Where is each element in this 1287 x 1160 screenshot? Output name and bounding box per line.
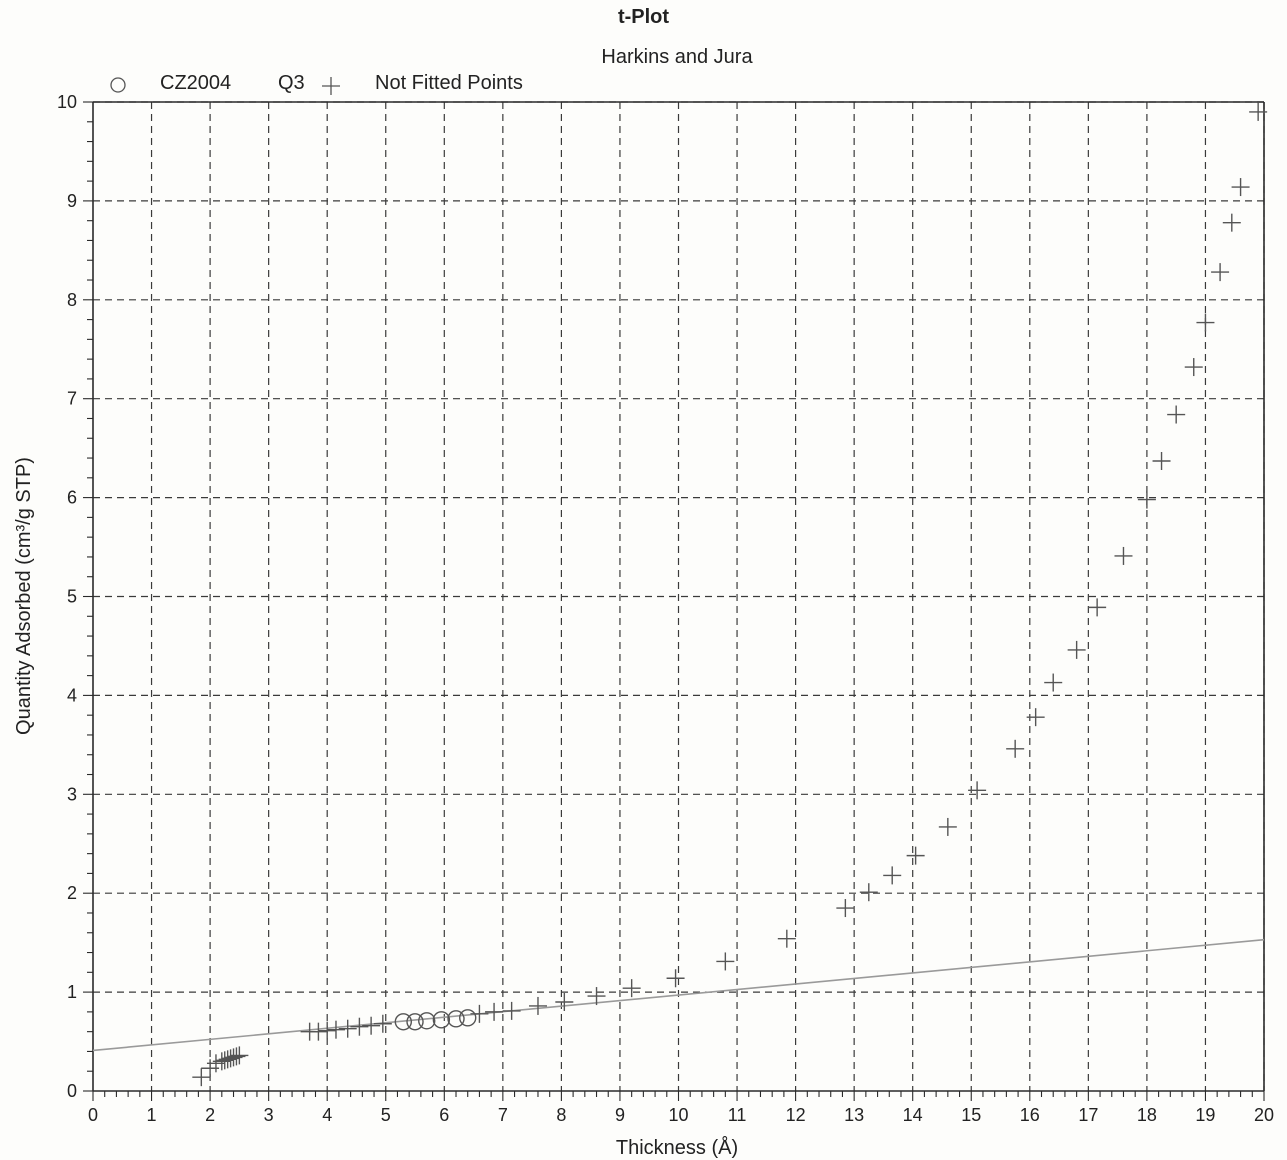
grid-lines	[93, 101, 1265, 1091]
data-point-circle	[406, 1013, 424, 1031]
y-tick-label: 10	[57, 92, 77, 112]
data-point-plus	[587, 987, 606, 1006]
data-point-plus	[859, 883, 878, 902]
data-point-plus	[373, 1014, 392, 1033]
data-point-plus	[230, 1046, 249, 1065]
y-tick-label: 2	[67, 883, 77, 903]
x-tick-label: 20	[1254, 1105, 1274, 1125]
data-point-plus	[836, 899, 855, 918]
data-point-circle	[418, 1012, 436, 1030]
y-tick-label: 4	[67, 685, 77, 705]
x-tick-label: 5	[381, 1105, 391, 1125]
data-point-plus	[1196, 313, 1215, 332]
y-tick-label: 7	[67, 389, 77, 409]
data-point-plus	[1114, 546, 1133, 565]
data-point-plus	[1088, 598, 1107, 617]
data-point-plus	[1026, 708, 1045, 727]
data-point-plus	[528, 996, 547, 1015]
data-point-plus	[1249, 102, 1268, 121]
data-point-plus	[1067, 640, 1086, 659]
y-tick-label: 0	[67, 1081, 77, 1101]
data-point-plus	[1184, 358, 1203, 377]
x-tick-label: 3	[264, 1105, 274, 1125]
y-tick-label: 1	[67, 982, 77, 1002]
x-tick-label: 9	[615, 1105, 625, 1125]
y-axis-title: Quantity Adsorbed (cm³/g STP)	[13, 457, 35, 735]
x-tick-label: 10	[668, 1105, 688, 1125]
x-tick-label: 6	[439, 1105, 449, 1125]
data-point-plus	[1006, 739, 1025, 758]
data-point-plus	[326, 1020, 345, 1039]
y-tick-label: 6	[67, 488, 77, 508]
data-point-plus	[622, 979, 641, 998]
chart-title: t-Plot	[617, 6, 670, 28]
x-tick-label: 7	[498, 1105, 508, 1125]
x-tick-label: 18	[1137, 1105, 1157, 1125]
data-point-plus	[485, 1002, 504, 1021]
x-tick-label: 4	[322, 1105, 332, 1125]
data-point-plus	[716, 952, 735, 971]
data-point-plus	[470, 1004, 489, 1023]
x-tick-label: 11	[728, 1105, 747, 1125]
axes	[83, 101, 1265, 1101]
data-point-plus	[309, 1022, 328, 1041]
x-axis-title: Thickness (Å)	[616, 1136, 738, 1159]
x-tick-label: 19	[1195, 1105, 1215, 1125]
data-point-plus	[777, 929, 796, 948]
data-point-plus	[938, 817, 957, 836]
data-point-plus	[338, 1019, 357, 1038]
data-point-plus	[1231, 178, 1250, 197]
data-point-circle	[432, 1011, 451, 1029]
data-point-plus	[227, 1047, 246, 1066]
data-point-plus	[1044, 673, 1063, 692]
y-tick-label: 5	[67, 587, 77, 607]
data-point-plus	[1211, 263, 1230, 282]
x-tick-label: 14	[903, 1105, 923, 1125]
x-tick-label: 2	[205, 1105, 215, 1125]
fit-line	[92, 938, 1265, 1052]
x-tick-label: 15	[961, 1105, 981, 1125]
data-point-plus	[318, 1021, 337, 1040]
data-point-plus	[906, 846, 925, 865]
legend-sample-suffix: Q3	[278, 72, 305, 94]
data-point-plus	[350, 1017, 369, 1036]
data-series	[192, 102, 1268, 1087]
x-tick-label: 12	[786, 1105, 806, 1125]
data-point-circle	[447, 1010, 465, 1028]
legend-not-fitted-label: Not Fitted Points	[375, 72, 523, 94]
data-point-circle	[459, 1009, 477, 1027]
data-point-plus	[362, 1016, 381, 1035]
data-point-plus	[555, 992, 574, 1011]
tick-labels: 0 1 2 3 4 5 6 7 8 9 10 11 12 13 14 15 16 17 18 19 2001234567…	[57, 92, 1274, 1125]
chart-subtitle: Harkins and Jura	[601, 46, 753, 68]
data-point-plus	[1137, 490, 1156, 509]
data-point-plus	[883, 866, 902, 885]
x-tick-label: 0	[88, 1105, 98, 1125]
legend-circle-marker	[110, 77, 126, 93]
x-tick-label: 17	[1078, 1105, 1098, 1125]
legend-plus-marker	[322, 77, 340, 95]
data-point-plus	[968, 781, 987, 800]
x-tick-label: 1	[147, 1105, 157, 1125]
data-point-plus	[1222, 213, 1241, 232]
data-point-plus	[192, 1068, 211, 1087]
data-point-circle	[394, 1013, 413, 1031]
y-tick-label: 9	[67, 191, 77, 211]
y-tick-label: 8	[67, 290, 77, 310]
y-tick-label: 3	[67, 784, 77, 804]
fit-line-layer	[92, 938, 1265, 1052]
data-point-plus	[502, 1001, 521, 1020]
legend-sample-name: CZ2004	[160, 72, 232, 94]
data-point-plus	[666, 969, 685, 988]
x-tick-label: 16	[1020, 1105, 1040, 1125]
data-point-plus	[1152, 452, 1171, 471]
x-tick-label: 13	[844, 1105, 864, 1125]
x-tick-label: 8	[556, 1105, 566, 1125]
data-point-plus	[1167, 405, 1186, 424]
